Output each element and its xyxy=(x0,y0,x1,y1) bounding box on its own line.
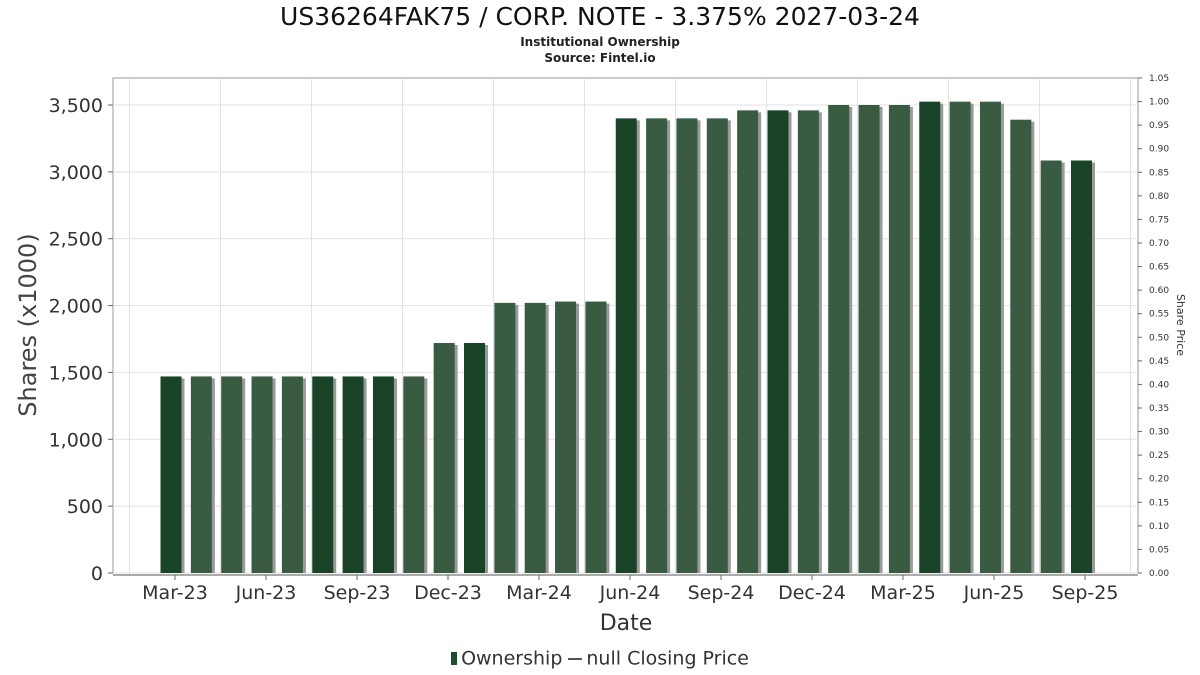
ownership-bar xyxy=(858,105,880,573)
y-axis-title: Shares (x1000) xyxy=(14,233,42,416)
x-tick-label: Sep-25 xyxy=(1052,582,1119,604)
x-tick-label: Jun-24 xyxy=(599,582,661,604)
y2-tick-label: 0.65 xyxy=(1149,263,1169,273)
ownership-bar xyxy=(767,110,789,573)
ownership-bar xyxy=(979,101,1001,574)
ownership-bar xyxy=(221,376,243,573)
y2-tick-label: 0.60 xyxy=(1149,286,1169,296)
ownership-bar xyxy=(797,110,819,573)
ownership-bar xyxy=(646,118,668,573)
y2-tick-label: 0.95 xyxy=(1149,121,1169,131)
x-tick-label: Jun-23 xyxy=(235,582,297,604)
ownership-bar xyxy=(888,105,910,573)
chart-source: Source: Fintel.io xyxy=(544,51,656,65)
y2-tick-label: 0.85 xyxy=(1149,168,1169,178)
ownership-bar xyxy=(464,343,485,573)
chart-subtitle: Institutional Ownership xyxy=(520,35,680,49)
y2-tick-label: 0.25 xyxy=(1149,451,1169,461)
ownership-legend-swatch xyxy=(451,652,458,665)
x-tick-label: Dec-24 xyxy=(778,582,846,604)
y-tick-label: 1,500 xyxy=(49,362,103,384)
ownership-bar xyxy=(433,343,455,573)
ownership-bar xyxy=(828,105,850,573)
y2-tick-label: 0.55 xyxy=(1149,310,1169,320)
price-legend-line xyxy=(568,657,583,660)
x-tick-label: Mar-23 xyxy=(142,582,208,604)
x-tick-label: Dec-23 xyxy=(414,582,482,604)
ownership-bar xyxy=(342,376,364,573)
chart-legend: Ownership null Closing Price xyxy=(0,647,1200,670)
ownership-bar xyxy=(372,376,394,573)
y-tick-label: 2,500 xyxy=(49,229,103,251)
ownership-bar xyxy=(1040,160,1062,573)
ownership-bar xyxy=(1010,119,1032,574)
y2-tick-label: 0.15 xyxy=(1149,498,1169,508)
ownership-bar xyxy=(706,118,728,573)
x-axis-title: Date xyxy=(600,611,653,636)
x-tick-label: Jun-25 xyxy=(963,582,1025,604)
y2-tick-label: 0.90 xyxy=(1149,145,1169,155)
y2-tick-label: 1.05 xyxy=(1149,74,1169,84)
ownership-bar xyxy=(585,301,607,573)
y2-tick-label: 0.70 xyxy=(1149,239,1169,249)
ownership-bar xyxy=(524,302,546,573)
ownership-bar xyxy=(281,376,303,573)
y2-tick-label: 0.45 xyxy=(1149,357,1169,367)
y2-tick-label: 0.80 xyxy=(1149,192,1169,202)
y2-tick-label: 1.00 xyxy=(1149,98,1169,108)
ownership-legend-label: Ownership xyxy=(461,647,563,670)
ownership-bar xyxy=(251,376,273,573)
ownership-bar xyxy=(555,301,577,573)
ownership-bar xyxy=(949,101,971,574)
y-tick-label: 2,000 xyxy=(49,296,103,318)
ownership-bar xyxy=(1071,160,1092,573)
y2-axis-title: Share Price xyxy=(1174,294,1187,356)
y-tick-label: 3,500 xyxy=(49,95,103,117)
ownership-bar xyxy=(160,376,182,573)
x-tick-label: Sep-24 xyxy=(688,582,755,604)
ownership-bar xyxy=(737,110,759,573)
x-tick-label: Sep-23 xyxy=(324,582,391,604)
ownership-bar xyxy=(919,101,941,574)
y2-tick-label: 0.05 xyxy=(1149,545,1169,555)
y-tick-label: 0 xyxy=(91,563,103,585)
y2-tick-label: 0.30 xyxy=(1149,428,1169,438)
x-tick-label: Mar-24 xyxy=(506,582,572,604)
x-tick-label: Mar-25 xyxy=(870,582,936,604)
y2-tick-label: 0.40 xyxy=(1149,380,1169,390)
y2-tick-label: 0.75 xyxy=(1149,215,1169,225)
ownership-bar xyxy=(190,376,212,573)
y-tick-label: 3,000 xyxy=(49,162,103,184)
chart-title: US36264FAK75 / CORP. NOTE - 3.375% 2027-… xyxy=(280,2,920,31)
y2-tick-label: 0.00 xyxy=(1149,569,1169,579)
y2-tick-label: 0.50 xyxy=(1149,333,1169,343)
ownership-bar xyxy=(615,118,637,573)
ownership-bar xyxy=(494,302,516,573)
ownership-bar xyxy=(403,376,425,573)
y2-tick-label: 0.10 xyxy=(1149,522,1169,532)
price-legend-label: null Closing Price xyxy=(586,647,749,670)
ownership-bar xyxy=(676,118,698,573)
y-tick-label: 500 xyxy=(67,496,103,518)
y2-tick-label: 0.20 xyxy=(1149,475,1169,485)
y2-tick-label: 0.35 xyxy=(1149,404,1169,414)
ownership-bar xyxy=(312,376,334,573)
y-tick-label: 1,000 xyxy=(49,429,103,451)
